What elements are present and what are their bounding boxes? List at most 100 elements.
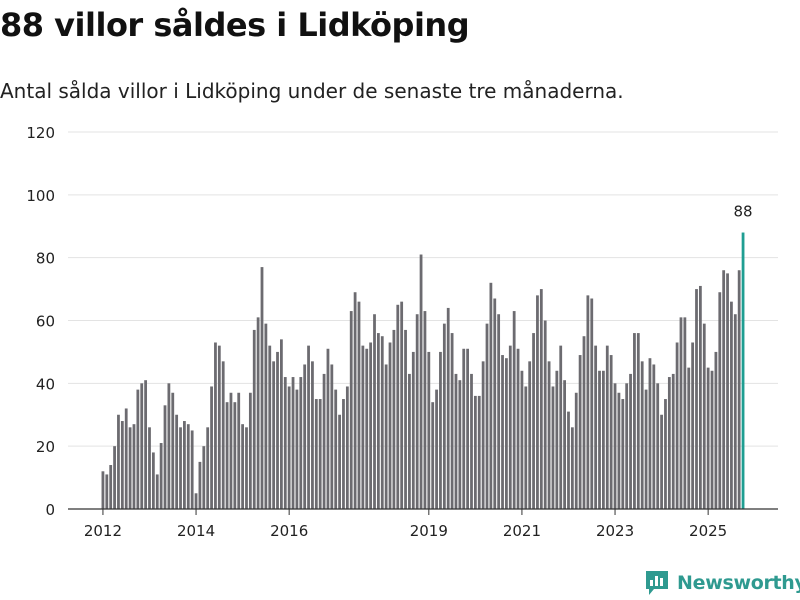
bar [439, 351, 442, 509]
bar [140, 383, 144, 509]
y-tick-label: 60 [36, 313, 55, 331]
bar [737, 270, 741, 509]
y-tick-label: 20 [36, 438, 55, 456]
bar-highlight [741, 232, 745, 509]
bar [536, 295, 539, 509]
bar [198, 461, 202, 510]
bar [411, 351, 415, 509]
bar [598, 370, 601, 509]
bar [283, 377, 287, 509]
x-tick-label: 2023 [596, 522, 634, 540]
bar [477, 395, 481, 509]
bar [501, 355, 504, 509]
bar [241, 424, 244, 509]
y-tick-label: 100 [26, 187, 55, 205]
bar [353, 292, 357, 509]
bar [163, 405, 167, 509]
highlight-data-label: 88 [734, 203, 753, 221]
bar [698, 285, 702, 509]
bar [229, 392, 233, 509]
bar [458, 380, 462, 509]
bar [532, 333, 535, 509]
bar [539, 289, 543, 509]
bar [349, 311, 353, 509]
bar [311, 361, 314, 509]
bar [520, 370, 524, 509]
bar [450, 333, 454, 509]
bar [345, 386, 349, 509]
bar [722, 270, 726, 509]
bar [276, 351, 279, 509]
bar [419, 254, 423, 509]
bar [105, 474, 109, 509]
bar [113, 446, 116, 509]
bar [314, 399, 318, 509]
bar [338, 414, 341, 509]
bar [508, 345, 512, 509]
bar [151, 452, 155, 509]
bar [473, 395, 477, 509]
bar [388, 342, 392, 509]
bar [272, 361, 276, 509]
bar [493, 298, 497, 509]
bar [656, 383, 660, 509]
bar [671, 373, 675, 509]
bar [202, 446, 206, 509]
bar [245, 427, 248, 509]
chart-subtitle: Antal sålda villor i Lidköping under de … [0, 79, 624, 103]
bar [563, 380, 566, 509]
bar [361, 345, 365, 509]
bar [636, 333, 640, 509]
bar [376, 333, 380, 509]
bar [602, 370, 605, 509]
bar [225, 402, 229, 509]
bar [435, 389, 438, 509]
newsworthy-logo-icon [646, 571, 668, 595]
bar [431, 402, 435, 509]
brand-name: Newsworthy [677, 572, 800, 594]
bar [159, 443, 163, 509]
bar [730, 301, 733, 509]
bar [687, 367, 691, 510]
bar [396, 304, 400, 509]
bar [256, 317, 260, 509]
bar [264, 323, 268, 509]
bar [524, 386, 528, 509]
bar [582, 336, 586, 509]
x-tick-label: 2014 [177, 522, 215, 540]
bar [578, 355, 582, 509]
x-tick-label: 2025 [689, 522, 727, 540]
bar [190, 430, 194, 509]
bar [660, 414, 663, 509]
bar [613, 383, 617, 509]
bar [233, 402, 237, 509]
bar [415, 314, 419, 509]
bar [252, 329, 256, 509]
y-tick-label: 0 [45, 501, 55, 519]
bar [633, 333, 636, 509]
bar [179, 427, 182, 509]
bar [481, 361, 485, 509]
bar [365, 348, 369, 509]
bar [318, 399, 322, 509]
bar [291, 377, 295, 509]
bar [183, 421, 186, 509]
bar [136, 389, 140, 509]
bar [512, 311, 516, 509]
bar [260, 267, 264, 509]
bar [702, 323, 706, 509]
bar [547, 361, 551, 509]
bar [691, 342, 695, 509]
bar [505, 358, 508, 509]
bar [280, 339, 283, 509]
bar [652, 364, 656, 509]
bar [380, 336, 384, 509]
bar [109, 465, 113, 509]
bar [516, 348, 520, 509]
bar [543, 320, 547, 509]
bar [559, 345, 563, 509]
bar [594, 345, 598, 509]
bar [124, 408, 128, 509]
bar [175, 414, 179, 509]
bar [733, 314, 737, 509]
